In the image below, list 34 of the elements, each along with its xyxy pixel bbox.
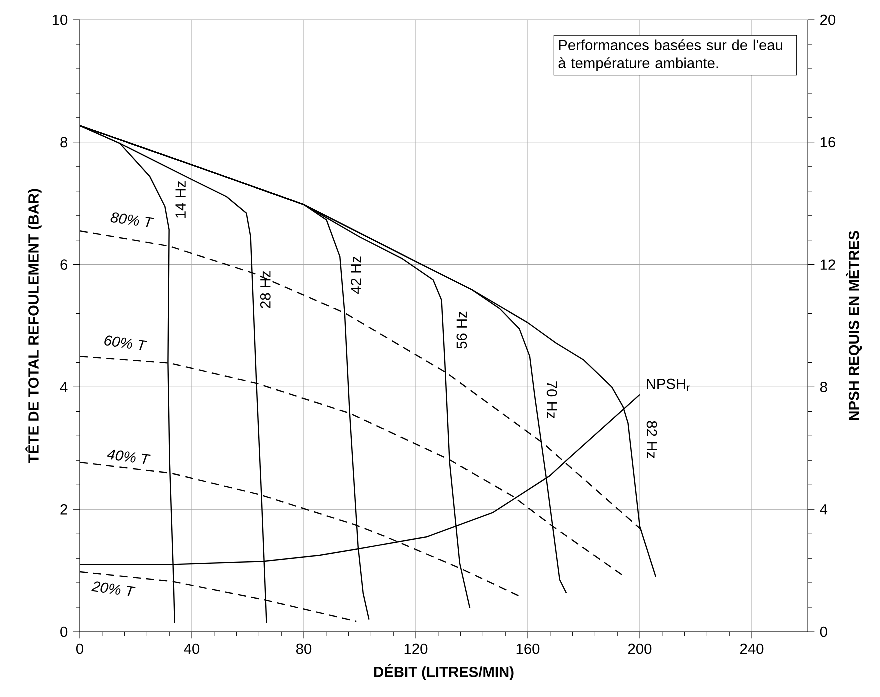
text: 42 Hz (350, 256, 362, 294)
y-tick-label: 6 (60, 260, 68, 270)
x-tick-label: 240 (740, 644, 764, 654)
x-tick-label: 120 (404, 644, 428, 654)
text: 20% T (92, 582, 136, 596)
text: 28 Hz (260, 271, 271, 308)
text: 56 Hz (456, 312, 468, 349)
x-tick-label: 200 (628, 644, 652, 654)
y-tick-label: 8 (60, 137, 68, 148)
y2-tick-label: 20 (820, 14, 836, 26)
y-tick-label: 2 (60, 504, 68, 515)
text: 60% T (104, 336, 148, 350)
annotation: Performances basées sur de l'eau à température ambiante. (558, 40, 782, 72)
y-tick-label: 4 (60, 382, 68, 392)
text: 40% T (107, 450, 151, 464)
text: 70 Hz (546, 382, 558, 418)
y2-tick-label: 0 (820, 626, 828, 638)
y2-axis-title: NPSH REQUIS EN MÈTRES (846, 231, 862, 420)
series-label: NPSH$_{r}$ (647, 378, 690, 392)
y2-tick-label: 8 (820, 382, 828, 392)
x-tick-label: 40 (184, 644, 200, 654)
y-axis-title: TÊTE DE TOTAL REFOULEMENT (BAR) (26, 189, 42, 464)
x-tick-label: 160 (516, 644, 540, 654)
y-tick-label: 0 (60, 626, 68, 638)
text: 80% T (110, 212, 154, 228)
y-tick-label: 10 (52, 14, 68, 26)
text: 14 Hz (176, 182, 186, 218)
text: 82 Hz (646, 421, 658, 458)
x-tick-label: 0 (76, 644, 84, 654)
y2-tick-label: 16 (820, 137, 836, 148)
y2-tick-label: 12 (820, 260, 836, 270)
x-tick-label: 80 (296, 644, 312, 654)
x-axis-title: DÉBIT (LITRES/MIN) (374, 664, 514, 680)
y2-tick-label: 4 (820, 504, 828, 515)
